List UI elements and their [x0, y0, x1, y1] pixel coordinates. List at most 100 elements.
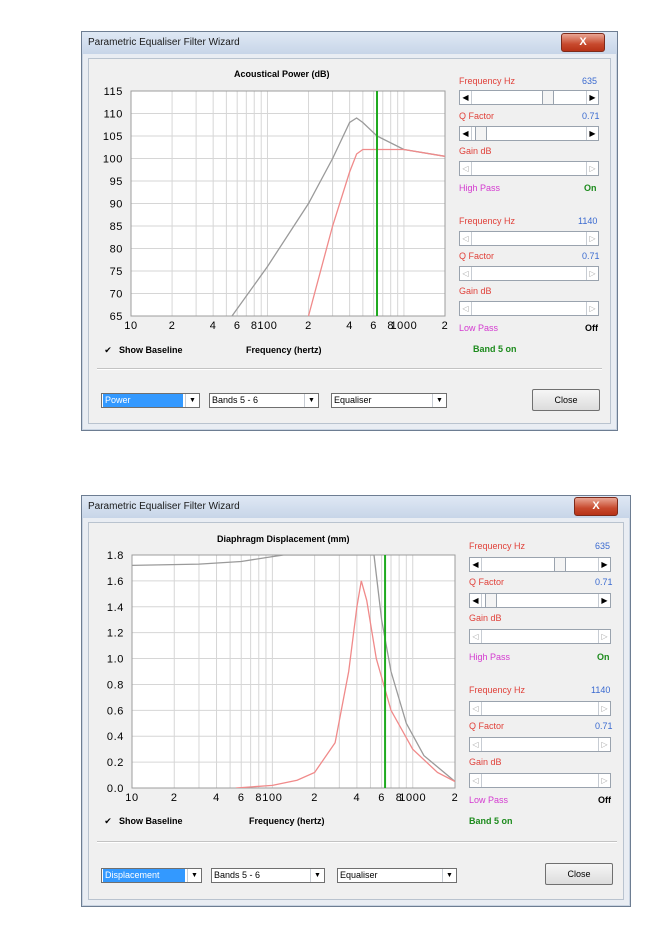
y-tick-label: 65	[110, 311, 123, 323]
chevron-down-icon[interactable]: ▼	[432, 394, 446, 407]
mode-combo[interactable]: Power ▼	[101, 393, 200, 408]
scroll-left-icon[interactable]: ◀	[470, 594, 482, 607]
scroll-left-icon: ◁	[470, 774, 482, 787]
scroll-right-icon: ▷	[586, 267, 598, 280]
scroll-right-icon: ▷	[598, 702, 610, 715]
x-tick-label: 6	[238, 792, 245, 804]
chart-title: Acoustical Power (dB)	[234, 69, 330, 79]
high-pass-label[interactable]: High Pass	[459, 183, 501, 193]
slider-thumb[interactable]	[475, 127, 487, 140]
low-pass-label[interactable]: Low Pass	[459, 323, 499, 333]
scroll-left-icon: ◁	[470, 738, 482, 751]
separator	[97, 841, 617, 843]
scroll-left-icon: ◁	[470, 630, 482, 643]
y-tick-label: 1.8	[107, 550, 124, 562]
equaliser-window-displacement: Parametric Equaliser Filter Wizard X Dia…	[81, 495, 631, 907]
y-tick-label: 0.8	[107, 679, 124, 691]
y-tick-label: 75	[110, 266, 123, 278]
x-tick-label: 2	[171, 792, 178, 804]
window-close-icon[interactable]: X	[561, 33, 605, 52]
x-tick-label: 100	[257, 320, 277, 332]
window-close-icon[interactable]: X	[574, 497, 618, 516]
y-tick-label: 80	[110, 244, 123, 256]
low-pass-state[interactable]: Off	[598, 795, 611, 805]
mode-combo-value: Power	[103, 394, 183, 407]
x-tick-label: 4	[346, 320, 353, 332]
slider-thumb[interactable]	[485, 594, 497, 607]
bands-combo[interactable]: Bands 5 - 6 ▼	[209, 393, 319, 408]
x-tick-label: 8	[396, 792, 403, 804]
q-factor-label: Q Factor	[469, 577, 505, 587]
frequency-value: 635	[582, 76, 598, 86]
filtered-curve	[235, 580, 455, 788]
y-tick-label: 70	[110, 289, 123, 301]
scroll-right-icon[interactable]: ▶	[586, 91, 598, 104]
scroll-left-icon[interactable]: ◀	[460, 127, 472, 140]
window-titlebar[interactable]: Parametric Equaliser Filter Wizard X	[82, 32, 617, 54]
show-baseline-checkbox[interactable]: ✔	[104, 816, 112, 826]
baseline-curve	[231, 117, 445, 316]
q-factor-value: 0.71	[582, 111, 600, 121]
close-button[interactable]: Close	[532, 389, 600, 411]
y-tick-label: 1.4	[107, 602, 124, 614]
frequency-label: Frequency Hz	[469, 685, 526, 695]
frequency-value: 635	[595, 541, 611, 551]
high-pass-label[interactable]: High Pass	[469, 652, 511, 662]
bands-combo[interactable]: Bands 5 - 6 ▼	[211, 868, 325, 883]
y-tick-label: 1.2	[107, 628, 124, 640]
chevron-down-icon[interactable]: ▼	[187, 869, 201, 882]
type-combo-value: Equaliser	[334, 395, 372, 405]
type-combo[interactable]: Equaliser ▼	[331, 393, 447, 408]
show-baseline-label: Show Baseline	[119, 816, 183, 826]
frequency-slider[interactable]: ◀ ▶	[459, 90, 599, 105]
chevron-down-icon[interactable]: ▼	[310, 869, 324, 882]
frequency-slider[interactable]: ◀ ▶	[469, 557, 611, 572]
plot-frame	[130, 90, 446, 317]
x-tick-label: 100	[262, 792, 282, 804]
x-tick-label: 8	[387, 320, 394, 332]
show-baseline-checkbox[interactable]: ✔	[104, 345, 112, 355]
y-tick-label: 1.6	[107, 576, 124, 588]
q-factor-value: 0.71	[595, 721, 613, 731]
scroll-left-icon[interactable]: ◀	[460, 91, 472, 104]
y-tick-label: 90	[110, 199, 123, 211]
scroll-right-icon[interactable]: ▶	[598, 558, 610, 571]
close-button[interactable]: Close	[545, 863, 613, 885]
frequency-value: 1140	[591, 685, 611, 695]
chevron-down-icon[interactable]: ▼	[185, 394, 199, 407]
scroll-left-icon: ◁	[470, 702, 482, 715]
x-tick-label: 2	[442, 320, 449, 332]
q-factor-value: 0.71	[582, 251, 600, 261]
scroll-right-icon[interactable]: ▶	[586, 127, 598, 140]
x-tick-label: 6	[378, 792, 385, 804]
q-factor-value: 0.71	[595, 577, 613, 587]
y-tick-label: 105	[103, 131, 123, 143]
q-factor-label: Q Factor	[459, 111, 495, 121]
high-pass-state[interactable]: On	[597, 652, 610, 662]
scroll-right-icon: ▷	[586, 162, 598, 175]
window-titlebar[interactable]: Parametric Equaliser Filter Wizard X	[82, 496, 630, 518]
chevron-down-icon[interactable]: ▼	[442, 869, 456, 882]
low-pass-state[interactable]: Off	[585, 323, 598, 333]
type-combo[interactable]: Equaliser ▼	[337, 868, 457, 883]
x-tick-label: 10	[124, 320, 137, 332]
high-pass-state[interactable]: On	[584, 183, 597, 193]
mode-combo[interactable]: Displacement ▼	[101, 868, 202, 883]
q-factor-slider[interactable]: ◀ ▶	[469, 593, 611, 608]
low-pass-label[interactable]: Low Pass	[469, 795, 509, 805]
scroll-right-icon[interactable]: ▶	[598, 594, 610, 607]
baseline-curve	[132, 555, 455, 782]
x-tick-label: 2	[169, 320, 176, 332]
scroll-left-icon: ◁	[460, 267, 472, 280]
scroll-left-icon[interactable]: ◀	[470, 558, 482, 571]
frequency-label: Frequency Hz	[459, 216, 516, 226]
q-factor-slider[interactable]: ◀ ▶	[459, 126, 599, 141]
x-tick-label: 4	[354, 792, 361, 804]
chevron-down-icon[interactable]: ▼	[304, 394, 318, 407]
y-tick-label: 0.6	[107, 705, 124, 717]
slider-thumb[interactable]	[554, 558, 566, 571]
gain-slider: ◁ ▷	[459, 301, 599, 316]
frequency-slider: ◁ ▷	[469, 701, 611, 716]
slider-thumb[interactable]	[542, 91, 554, 104]
gain-slider: ◁ ▷	[469, 773, 611, 788]
